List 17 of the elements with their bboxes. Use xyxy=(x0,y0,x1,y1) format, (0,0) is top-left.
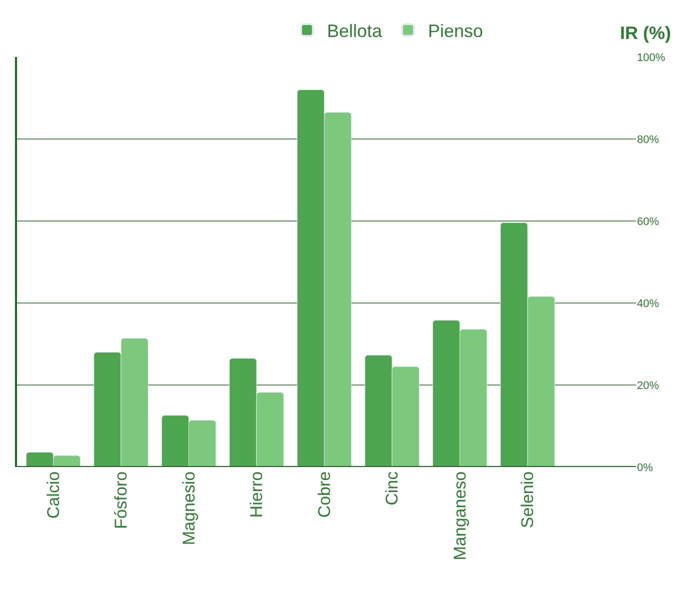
x-tick-label: Manganeso xyxy=(450,471,470,560)
y-tick-label: 0% xyxy=(637,462,654,474)
legend-label: Bellota xyxy=(327,21,384,42)
y-tick-label: 60% xyxy=(637,216,660,228)
legend-label: Pienso xyxy=(428,21,484,42)
x-tick-label: Hierro xyxy=(247,471,266,518)
y-axis-title: IR (%) xyxy=(620,23,671,43)
x-tick-label: Magnesio xyxy=(179,471,198,546)
y-tick-label: 20% xyxy=(637,380,660,392)
y-tick-label: 80% xyxy=(637,134,660,146)
y-tick-label: 40% xyxy=(637,298,660,310)
x-tick-label: Calcio xyxy=(44,471,63,519)
x-tick-label: Selenio xyxy=(518,471,538,528)
x-tick-label: Fósforo xyxy=(112,471,131,530)
x-tick-label: Cobre xyxy=(314,471,334,518)
x-tick-label: Cinc xyxy=(382,470,402,506)
y-tick-label: 100% xyxy=(637,52,666,64)
